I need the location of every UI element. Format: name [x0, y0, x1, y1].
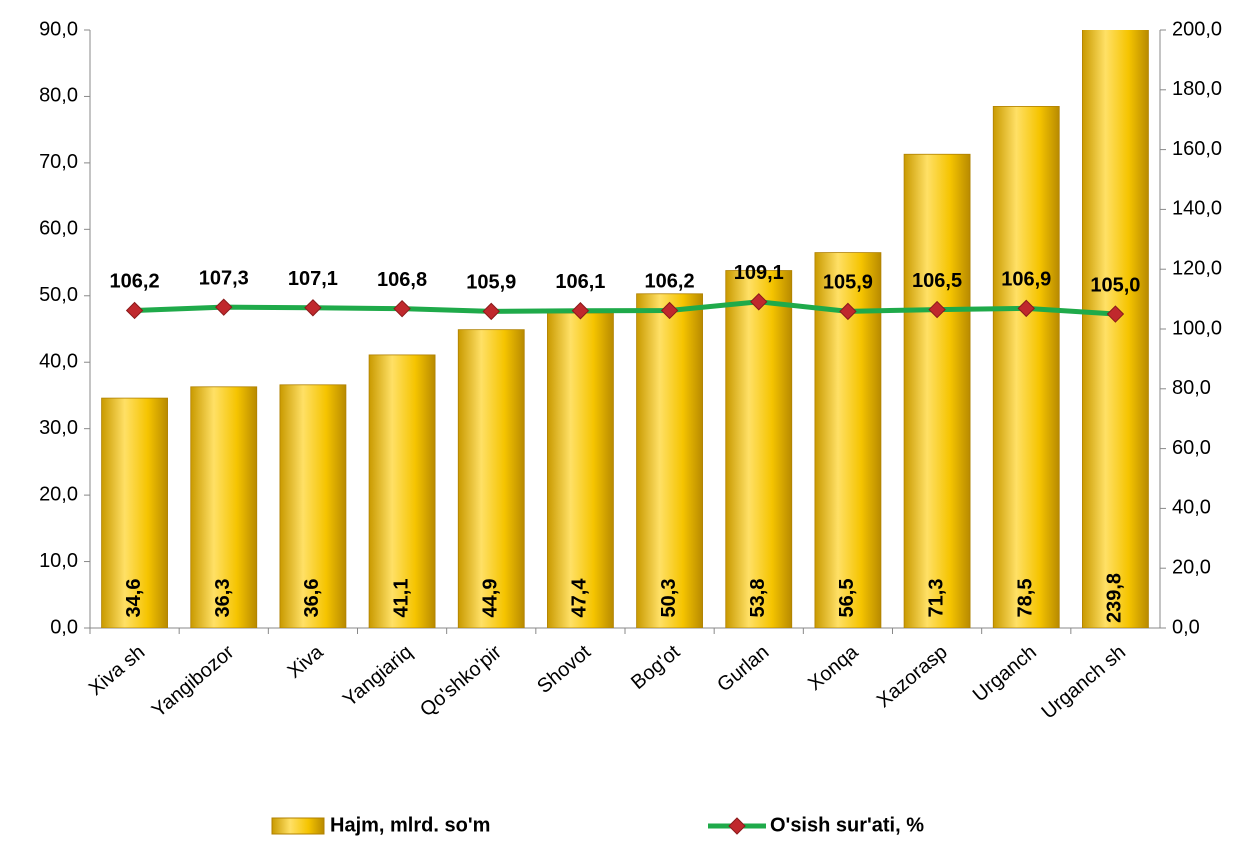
- line-value-label: 105,9: [823, 272, 873, 294]
- y2-tick-label: 100,0: [1172, 317, 1222, 339]
- marker: [125, 301, 144, 320]
- line-value-label: 106,2: [645, 271, 695, 293]
- bar: [101, 397, 168, 628]
- marker: [215, 298, 233, 316]
- y-tick-label: 40,0: [39, 351, 78, 373]
- bar: [903, 153, 971, 628]
- legend-swatch-bar: [271, 817, 325, 835]
- legend-swatch-marker: [728, 817, 746, 835]
- y-tick-label: 10,0: [39, 550, 78, 572]
- line-value-label: 106,8: [377, 269, 427, 291]
- marker: [393, 299, 411, 318]
- x-tick-label: Xonqa: [804, 640, 863, 695]
- x-tick-label: Bog'ot: [627, 641, 684, 694]
- line-value-label: 106,5: [912, 270, 962, 292]
- line-value-label: 109,1: [734, 262, 784, 284]
- bar-value-label: 239,8: [1104, 573, 1126, 623]
- bar-value-label: 71,3: [925, 579, 947, 618]
- line-value-label: 106,2: [110, 271, 160, 293]
- y-tick-label: 70,0: [39, 151, 78, 173]
- x-tick-label: Xiva sh: [85, 641, 149, 700]
- marker: [1017, 299, 1035, 318]
- x-tick-label: Shovot: [533, 641, 595, 698]
- y2-tick-label: 20,0: [1172, 556, 1211, 578]
- bar: [636, 293, 703, 628]
- bar-value-label: 78,5: [1015, 579, 1037, 618]
- line: [134, 299, 1116, 317]
- y2-tick-label: 80,0: [1172, 377, 1211, 399]
- y-tick-label: 80,0: [39, 85, 78, 107]
- x-tick-label: Urganch: [969, 641, 1041, 706]
- bar-value-label: 34,6: [123, 579, 145, 618]
- bar-value-label: 47,4: [569, 578, 591, 618]
- bar: [457, 329, 525, 628]
- y2-tick-label: 0,0: [1172, 616, 1200, 638]
- line-value-label: 107,1: [288, 268, 338, 290]
- x-tick-label: Xazorasp: [873, 641, 952, 712]
- x-tick-label: Yangiariq: [339, 641, 417, 711]
- bar: [725, 270, 793, 628]
- bar-value-label: 36,3: [212, 579, 234, 618]
- x-tick-label: Xiva: [284, 640, 329, 682]
- y2-tick-label: 140,0: [1172, 198, 1222, 220]
- y-tick-label: 30,0: [39, 417, 78, 439]
- bar-value-label: 53,8: [747, 579, 769, 618]
- bar: [190, 386, 258, 628]
- bar: [368, 354, 436, 628]
- legend-label: O'sish sur'ati, %: [770, 814, 924, 836]
- y2-tick-label: 60,0: [1172, 437, 1211, 459]
- marker: [571, 302, 590, 320]
- line-value-label: 105,0: [1090, 274, 1140, 296]
- bar: [992, 106, 1060, 628]
- y-tick-label: 20,0: [39, 483, 78, 505]
- marker: [304, 299, 322, 317]
- y-tick-label: 0,0: [50, 616, 78, 638]
- marker: [660, 301, 679, 320]
- marker: [1106, 305, 1125, 323]
- line-value-label: 105,9: [466, 272, 516, 294]
- y2-tick-label: 40,0: [1172, 497, 1211, 519]
- bar-value-label: 41,1: [390, 579, 412, 618]
- bar: [279, 384, 347, 628]
- y2-tick-label: 180,0: [1172, 78, 1222, 100]
- bar: [1082, 30, 1149, 628]
- y2-tick-label: 160,0: [1172, 138, 1222, 160]
- legend-label: Hajm, mlrd. so'm: [330, 814, 490, 836]
- marker: [928, 300, 946, 319]
- line-value-label: 106,9: [1001, 269, 1051, 291]
- marker: [839, 302, 857, 321]
- y-tick-label: 60,0: [39, 218, 78, 240]
- line-value-label: 106,1: [555, 271, 605, 293]
- marker: [482, 302, 500, 321]
- y-tick-label: 90,0: [39, 18, 78, 40]
- bar-value-label: 36,6: [301, 579, 323, 618]
- x-tick-label: Urganch sh: [1038, 641, 1130, 724]
- line-value-label: 107,3: [199, 267, 249, 289]
- y-tick-label: 50,0: [39, 284, 78, 306]
- y2-tick-label: 120,0: [1172, 257, 1222, 279]
- x-tick-label: Yangibozor: [148, 641, 239, 722]
- x-tick-label: Gurlan: [713, 641, 773, 696]
- bar-value-label: 50,3: [658, 579, 680, 618]
- bar-value-label: 56,5: [836, 579, 858, 618]
- bar-value-label: 44,9: [480, 579, 502, 618]
- plot-area: [101, 30, 1149, 628]
- y2-tick-label: 200,0: [1172, 18, 1222, 40]
- x-tick-label: Qo'shko'pir: [416, 641, 506, 722]
- marker: [750, 293, 768, 311]
